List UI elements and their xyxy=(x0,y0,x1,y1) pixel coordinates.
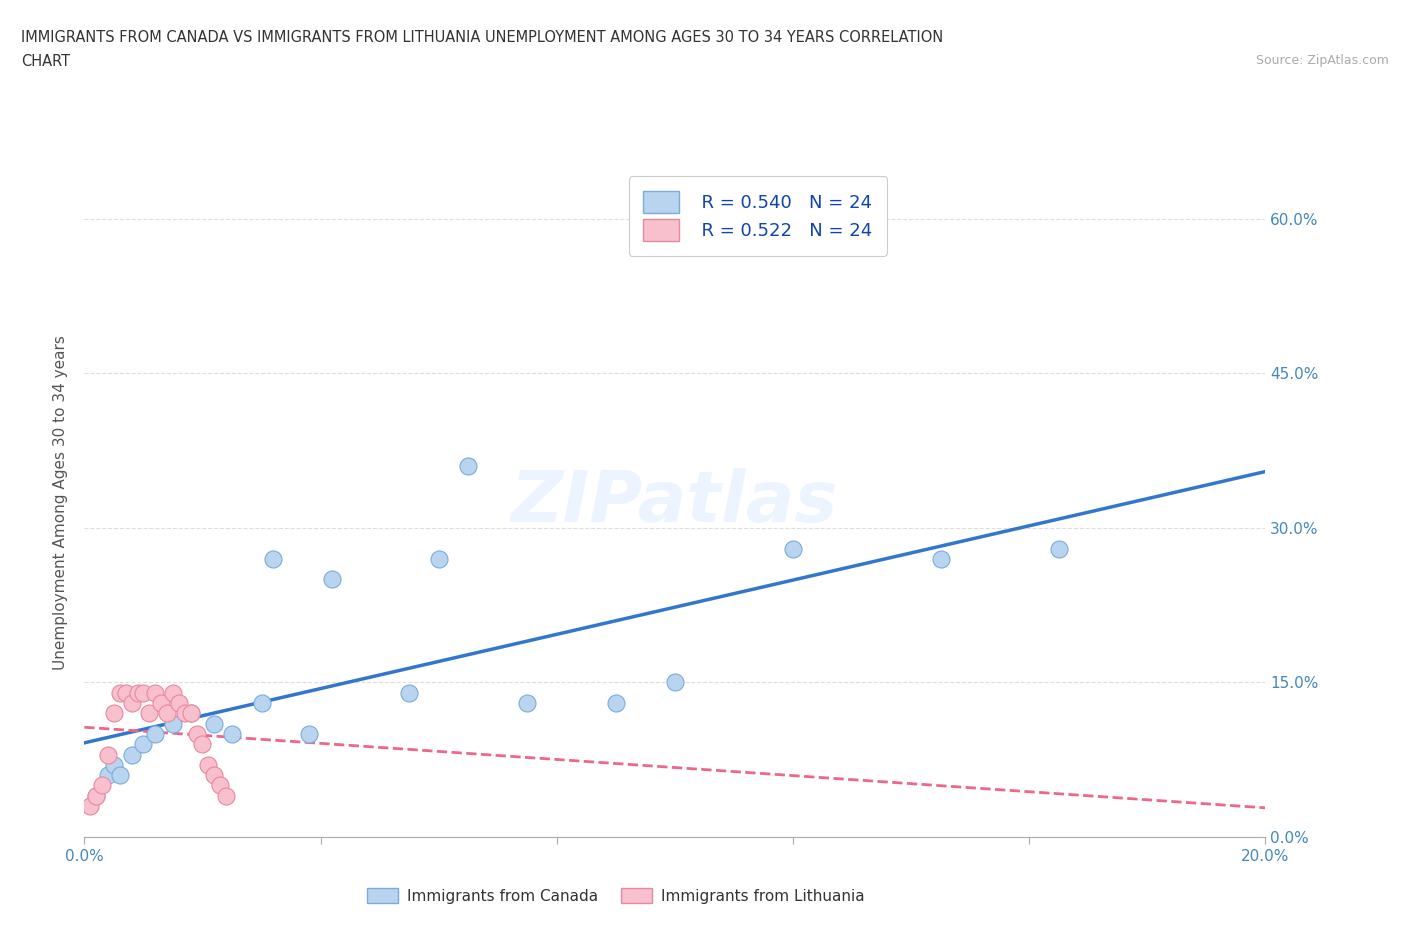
Point xyxy=(127,685,149,700)
Point xyxy=(173,706,195,721)
Point xyxy=(221,726,243,741)
Point xyxy=(457,458,479,473)
Point xyxy=(156,706,179,721)
Point xyxy=(84,789,107,804)
Point xyxy=(91,778,114,793)
Point xyxy=(215,789,238,804)
Point xyxy=(121,747,143,762)
Y-axis label: Unemployment Among Ages 30 to 34 years: Unemployment Among Ages 30 to 34 years xyxy=(53,335,69,670)
Point xyxy=(121,696,143,711)
Point xyxy=(929,551,952,566)
Point xyxy=(150,696,173,711)
Text: ZIPatlas: ZIPatlas xyxy=(512,468,838,537)
Point xyxy=(143,685,166,700)
Point xyxy=(197,757,219,772)
Text: Source: ZipAtlas.com: Source: ZipAtlas.com xyxy=(1256,54,1389,67)
Point xyxy=(103,706,125,721)
Point xyxy=(427,551,450,566)
Point xyxy=(298,726,321,741)
Point xyxy=(167,696,190,711)
Point xyxy=(138,706,160,721)
Point xyxy=(516,696,538,711)
Point xyxy=(180,706,202,721)
Point xyxy=(84,789,107,804)
Point xyxy=(398,685,420,700)
Legend: Immigrants from Canada, Immigrants from Lithuania: Immigrants from Canada, Immigrants from … xyxy=(361,882,870,910)
Text: IMMIGRANTS FROM CANADA VS IMMIGRANTS FROM LITHUANIA UNEMPLOYMENT AMONG AGES 30 T: IMMIGRANTS FROM CANADA VS IMMIGRANTS FRO… xyxy=(21,30,943,45)
Point xyxy=(79,799,101,814)
Point xyxy=(262,551,284,566)
Point xyxy=(202,716,225,731)
Text: CHART: CHART xyxy=(21,54,70,69)
Point xyxy=(202,768,225,783)
Point xyxy=(97,747,120,762)
Point xyxy=(97,768,120,783)
Point xyxy=(180,706,202,721)
Point xyxy=(132,685,155,700)
Point xyxy=(143,726,166,741)
Point xyxy=(321,572,343,587)
Point xyxy=(605,696,627,711)
Point xyxy=(162,716,184,731)
Point xyxy=(108,768,131,783)
Point xyxy=(114,685,136,700)
Point xyxy=(103,757,125,772)
Point xyxy=(186,726,208,741)
Point xyxy=(782,541,804,556)
Point xyxy=(162,685,184,700)
Point xyxy=(664,675,686,690)
Point xyxy=(250,696,273,711)
Point xyxy=(108,685,131,700)
Point xyxy=(132,737,155,751)
Point xyxy=(1047,541,1070,556)
Point xyxy=(191,737,214,751)
Point xyxy=(209,778,232,793)
